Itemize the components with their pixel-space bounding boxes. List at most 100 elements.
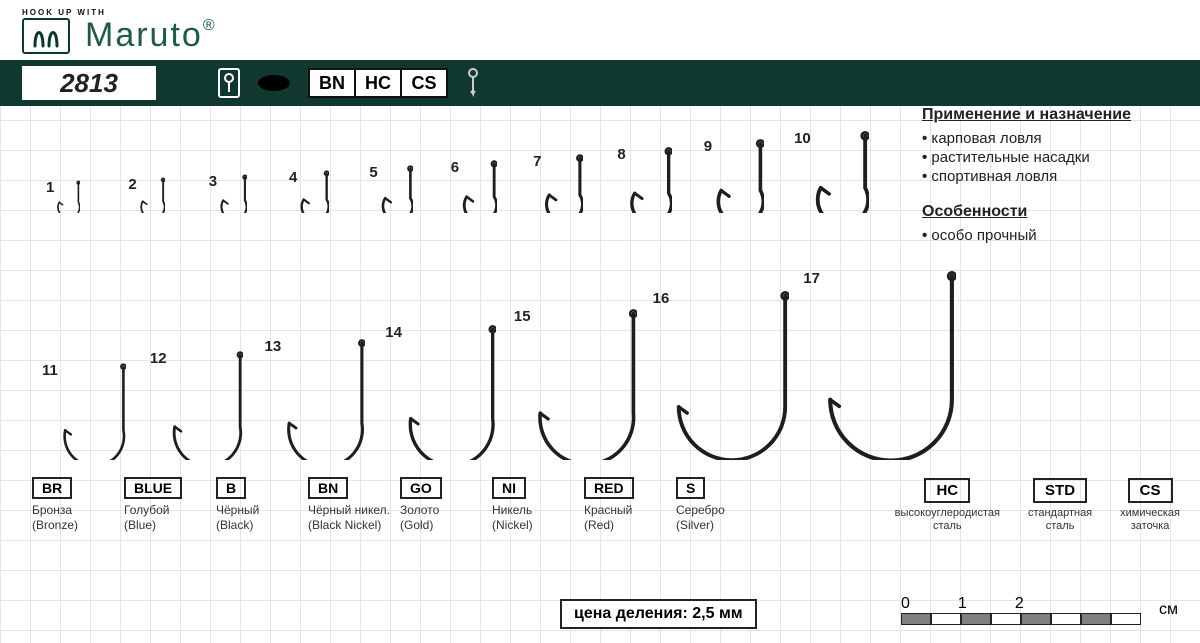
hook-icon [543, 153, 583, 213]
legend-text: Голубой(Blue) [124, 503, 206, 533]
legend-code: GO [400, 477, 442, 499]
brand-name: Maruto® [85, 16, 217, 55]
legend-code: NI [492, 477, 526, 499]
legend-text: Чёрный никел.(Black Nickel) [308, 503, 390, 533]
hook-row-1: 1 2 3 4 5 6 7 8 9 10 [46, 130, 869, 213]
header-codes: BNHCCS [308, 68, 448, 98]
steel-text: стандартнаясталь [1028, 507, 1092, 533]
legend-code: BLUE [124, 477, 182, 499]
hook-size-16: 16 [653, 290, 790, 460]
hook-icon [628, 146, 672, 213]
hook-icon [461, 159, 497, 213]
hook-icon [671, 290, 789, 460]
ruler-label: 2 [1015, 595, 1024, 613]
legend-code: S [676, 477, 705, 499]
hook-size-2: 2 [128, 176, 164, 213]
brand-logo [22, 18, 70, 54]
applications-title: Применение и назначение [922, 106, 1182, 124]
application-item: карповая ловля [922, 130, 1182, 147]
steel-code: CS [1128, 478, 1173, 503]
sidebar: Применение и назначение карповая ловляра… [922, 106, 1182, 262]
legend-item-bn: BN Чёрный никел.(Black Nickel) [308, 477, 390, 533]
hook-number: 14 [385, 324, 402, 341]
hook-number: 7 [533, 153, 541, 170]
legend-item-red: RED Красный(Red) [584, 477, 666, 533]
header-code: BN [308, 68, 356, 98]
hook-size-10: 10 [794, 130, 869, 213]
hook-number: 2 [128, 176, 136, 193]
ruler: 0 1 2 см [901, 595, 1178, 625]
ruler-segment [901, 613, 931, 625]
ruler-unit: см [1159, 601, 1178, 619]
finish-legend: BR Бронза(Bronze)BLUE Голубой(Blue)B Чёр… [32, 477, 758, 533]
hook-icon [139, 176, 165, 213]
eye-icon [218, 68, 240, 98]
hook-number: 13 [265, 338, 282, 355]
hook-icon [169, 350, 243, 460]
hook-number: 9 [704, 138, 712, 155]
hook-icon [219, 173, 247, 213]
canvas: HOOK UP WITH Maruto® 2813 BNHCCS Примене… [0, 0, 1200, 643]
header-code: CS [400, 68, 448, 98]
steel-code: STD [1033, 478, 1087, 503]
hook-size-8: 8 [617, 146, 671, 213]
legend-item-br: BR Бронза(Bronze) [32, 477, 114, 533]
hook-size-5: 5 [369, 164, 412, 213]
legend-item-s: S Серебро(Silver) [676, 477, 758, 533]
hook-size-7: 7 [533, 153, 583, 213]
ruler-segment [961, 613, 991, 625]
legend-item-ni: NI Никель(Nickel) [492, 477, 574, 533]
hook-size-4: 4 [289, 169, 329, 213]
ruler-label: 1 [958, 595, 967, 613]
applications-list: карповая ловлярастительные насадкиспорти… [922, 130, 1182, 185]
ruler-label: 0 [901, 595, 910, 613]
legend-code: BR [32, 477, 72, 499]
features-list: особо прочный [922, 227, 1182, 244]
hook-icon [299, 169, 329, 213]
legend-text: Золото(Gold) [400, 503, 482, 533]
hook-number: 6 [451, 159, 459, 176]
hook-number: 16 [653, 290, 670, 307]
legend-code: BN [308, 477, 348, 499]
hook-icon [822, 270, 956, 460]
hook-number: 12 [150, 350, 167, 367]
hook-size-14: 14 [385, 324, 496, 460]
steel-legend: HC высокоуглеродистаясталь STD стандартна… [895, 478, 1180, 533]
hook-number: 11 [42, 362, 58, 379]
shank-icon [258, 75, 290, 91]
legend-code: B [216, 477, 246, 499]
hook-icon [380, 164, 413, 213]
legend-text: Красный(Red) [584, 503, 666, 533]
model-number: 2813 [22, 66, 156, 100]
needle-icon [466, 68, 480, 98]
hook-number: 4 [289, 169, 297, 186]
model-bar: 2813 BNHCCS [0, 60, 1200, 106]
steel-item-hc: HC высокоуглеродистаясталь [895, 478, 1000, 533]
hook-icon [56, 179, 80, 213]
hook-size-17: 17 [803, 270, 956, 460]
hook-number: 10 [794, 130, 811, 147]
steel-text: химическаязаточка [1120, 507, 1180, 533]
header: HOOK UP WITH Maruto® [0, 0, 1200, 60]
scale-note: цена деления: 2,5 мм [560, 599, 757, 629]
hook-row-2: 11 12 13 14 15 16 17 [42, 270, 956, 460]
hook-icon [813, 130, 869, 213]
hook-size-9: 9 [704, 138, 764, 213]
hook-icon [714, 138, 764, 213]
steel-item-cs: CS химическаязаточка [1120, 478, 1180, 533]
legend-item-blue: BLUE Голубой(Blue) [124, 477, 206, 533]
hook-size-12: 12 [150, 350, 243, 460]
steel-code: HC [924, 478, 970, 503]
ruler-segment [1051, 613, 1081, 625]
legend-item-b: B Чёрный(Black) [216, 477, 298, 533]
hook-size-1: 1 [46, 179, 80, 213]
header-icons: BNHCCS [218, 68, 480, 98]
hook-size-11: 11 [42, 362, 126, 460]
steel-item-std: STD стандартнаясталь [1028, 478, 1092, 533]
hook-number: 15 [514, 308, 531, 325]
header-code: HC [354, 68, 402, 98]
application-item: спортивная ловля [922, 168, 1182, 185]
features-title: Особенности [922, 203, 1182, 221]
ruler-labels: 0 1 2 [901, 595, 1024, 613]
legend-item-go: GO Золото(Gold) [400, 477, 482, 533]
